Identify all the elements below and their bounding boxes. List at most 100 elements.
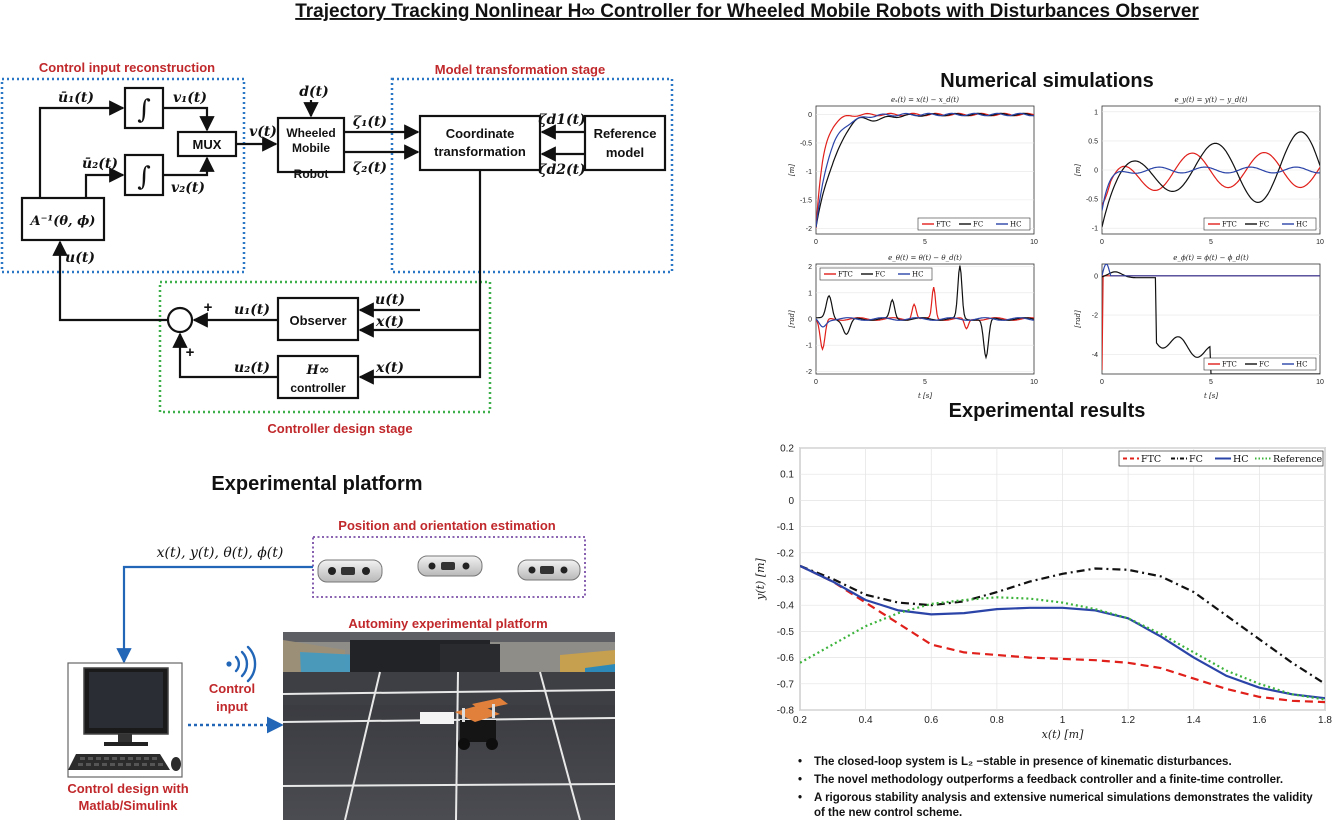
exp-xtick: 0.8 [990, 715, 1004, 726]
estimation-label: Position and orientation estimation [338, 518, 555, 533]
design-label-1: Control design with [67, 781, 188, 796]
finding-2: The novel methodology outperforms a feed… [796, 773, 1316, 788]
sim-title: e_θ(t) = θ(t) − θ_d(t) [888, 254, 962, 262]
sim-legend: FTC FC HC [1203, 357, 1317, 371]
exp-legend: FTC FC HC Reference [1118, 450, 1324, 467]
exp-ytick: -0.7 [777, 679, 795, 690]
experimental-platform-heading: Experimental platform [211, 473, 422, 495]
sim-ytick: -1 [806, 343, 812, 350]
sim-ytick: 1 [1094, 109, 1098, 116]
model-transform-label: Model transformation stage [435, 62, 605, 77]
state-signals-label: x(t), y(t), θ(t), ϕ(t) [157, 545, 284, 561]
exp-xtick: 0.4 [859, 715, 873, 726]
sim-ytick: -1.5 [800, 197, 812, 204]
sim-axes [815, 105, 1035, 235]
exp-series-group [800, 564, 1325, 704]
exp-ytick: 0.1 [780, 470, 794, 481]
sim-axes [1101, 263, 1321, 375]
exp-legend-label: FC [1189, 454, 1203, 465]
design-label-2: Matlab/Simulink [79, 798, 179, 813]
signal-d: d(t) [299, 84, 329, 100]
coord-text-1: Coordinate [446, 126, 515, 141]
sim-xtick: 0 [1100, 239, 1104, 246]
exp-series-fc [800, 564, 1325, 685]
sim-ytick: -0.5 [800, 140, 812, 147]
signal-u-observer: u(t) [375, 292, 405, 308]
sim-ylabel: [m] [788, 164, 796, 176]
sim-series-ftc [1102, 152, 1320, 206]
signal-v: v(t) [249, 124, 277, 140]
exp-ytick: 0.2 [780, 444, 794, 455]
exp-series-hc [800, 564, 1325, 700]
controller-design-region [158, 280, 492, 414]
exp-ytick: -0.1 [777, 522, 795, 533]
robot-text-1: Wheeled [286, 126, 335, 140]
sim-xtick: 5 [923, 239, 927, 246]
exp-xlabel: x(t) [m] [1042, 728, 1084, 741]
sim-ytick: 0.5 [1088, 138, 1098, 145]
control-input-region [0, 77, 246, 274]
sim-ylabel: [rad] [1074, 310, 1082, 328]
signal-zeta2: ζ₂(t) [353, 160, 387, 176]
sim-xtick: 0 [814, 239, 818, 246]
controller-design-label: Controller design stage [267, 421, 412, 436]
sim-legend: FTC FC HC [1203, 217, 1317, 231]
sim-legend-label: FTC [1222, 361, 1237, 369]
control-input-label-1: Control [209, 681, 255, 696]
sim-ytick: -0.5 [1086, 197, 1098, 204]
sim-legend-label: HC [1296, 221, 1307, 229]
signal-zetad2: ζd2(t) [538, 162, 586, 178]
wireless-signal-icon [226, 645, 257, 683]
integrator-2-block [123, 153, 165, 197]
simulation-subplots: eₓ(t) = x(t) − x_d(t)[m]0 5 100-0.5-1-1.5-… [788, 96, 1324, 400]
sim-xtick: 0 [1100, 379, 1104, 386]
exp-ytick: -0.6 [777, 653, 795, 664]
robot-block [276, 116, 346, 174]
sum-plus-1: + [204, 299, 213, 316]
sim-legend-label: FTC [838, 271, 853, 279]
sim-subplot-2: e_y(t) = y(t) − y_d(t) [m] 0 5 10 1 0.5 0 -0.5 -1… [1074, 96, 1324, 246]
exp-xtick: 0.2 [793, 715, 807, 726]
depth-camera-2 [417, 555, 483, 577]
sim-curves [816, 265, 1034, 360]
sim-legend-label: FC [875, 271, 885, 279]
sim-series-fc [816, 265, 1034, 360]
sim-ytick: -4 [1092, 352, 1098, 359]
exp-xtick: 1.4 [1187, 715, 1201, 726]
sim-series-fc [1102, 131, 1320, 228]
signal-u1: u₁(t) [234, 302, 270, 318]
exp-ytick: -0.8 [777, 706, 795, 717]
key-findings-list: The closed-loop system is L₂ −stable in … [796, 755, 1316, 824]
depth-camera-3 [517, 559, 581, 581]
experimental-results-heading: Experimental results [949, 400, 1146, 422]
sim-ytick: 0 [808, 317, 812, 324]
sim-title: e_y(t) = y(t) − y_d(t) [1175, 96, 1248, 104]
hinf-text-2: controller [290, 381, 346, 395]
computer-icon [67, 662, 183, 778]
sim-xtick: 5 [1209, 379, 1213, 386]
sim-ytick: -1 [806, 169, 812, 176]
sim-title: e_ϕ(t) = ϕ(t) − ϕ_d(t) [1173, 254, 1249, 262]
coord-text-2: transformation [434, 144, 526, 159]
signal-zeta1: ζ₁(t) [353, 114, 387, 130]
exp-ytick: -0.3 [777, 575, 795, 586]
integrator-2-symbol: ∫ [137, 162, 151, 192]
observer-text: Observer [289, 313, 346, 328]
sim-ytick: 0 [1094, 273, 1098, 280]
signal-u: u(t) [65, 250, 95, 266]
exp-legend-label: FTC [1141, 454, 1161, 465]
robot-car-icon [455, 698, 508, 750]
exp-ytick: -0.2 [777, 548, 795, 559]
sim-curves [1102, 131, 1320, 228]
sim-xtick: 10 [1030, 379, 1038, 386]
sim-xtick: 5 [923, 379, 927, 386]
sim-legend-label: FC [1259, 221, 1269, 229]
numerical-simulations-heading: Numerical simulations [940, 70, 1153, 92]
sim-xtick: 0 [814, 379, 818, 386]
signal-v2: v₂(t) [171, 180, 205, 196]
sim-ytick: -2 [806, 369, 812, 376]
sim-ytick: 0 [1094, 168, 1098, 175]
sim-ytick: -1 [1092, 226, 1098, 233]
signal-u2: u₂(t) [234, 360, 270, 376]
